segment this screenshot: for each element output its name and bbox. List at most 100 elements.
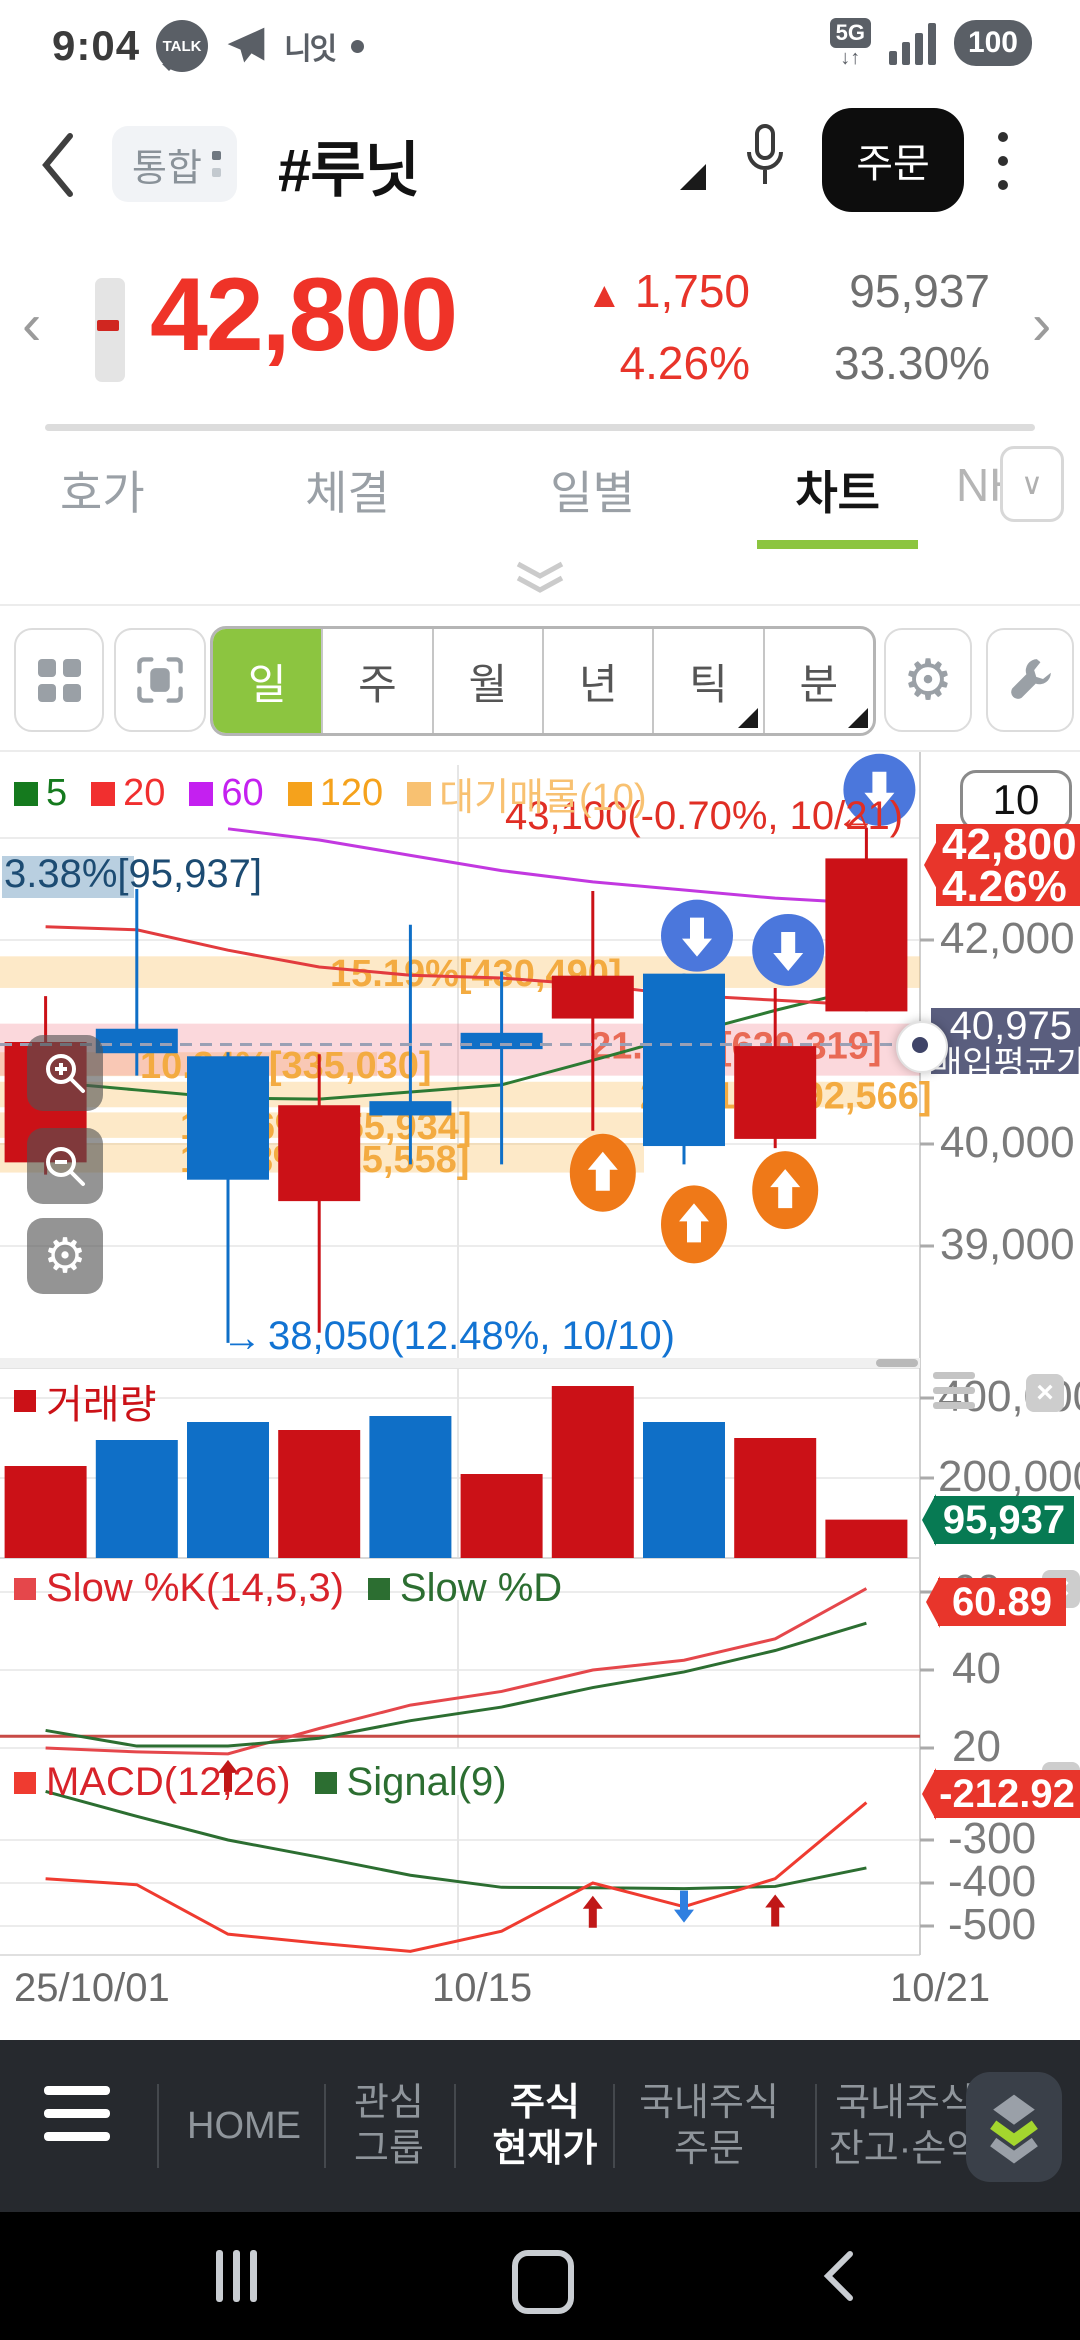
tab-호가[interactable]: 호가 — [60, 467, 145, 519]
divider — [45, 424, 1035, 431]
candle-3 — [278, 1105, 361, 1202]
legend-square-icon — [287, 781, 312, 806]
tab-체결[interactable]: 체결 — [305, 467, 390, 519]
buy-signal-icon — [569, 1133, 636, 1212]
macd-axis-label: -400 — [948, 1857, 1037, 1906]
volume-axis-label: 200,000 — [938, 1452, 1080, 1501]
price-range-indicator[interactable] — [95, 278, 125, 382]
avg-price-drag-handle[interactable] — [896, 1021, 948, 1073]
macd-signal-line — [45, 1789, 867, 1891]
network-5g-icon: 5G ↓↑ — [829, 18, 871, 68]
next-stock-button[interactable]: › — [1032, 292, 1052, 357]
nav-item-국내주식주문[interactable]: 국내주식 주문 — [639, 2082, 779, 2170]
divider — [613, 2084, 615, 2168]
nav-item-주식현재가[interactable]: 주식 현재가 — [492, 2082, 598, 2170]
layers-floating-button[interactable] — [966, 2072, 1062, 2182]
chart-options-button[interactable]: ⚙ — [27, 1218, 103, 1294]
menu-hamburger-button[interactable] — [44, 2086, 110, 2141]
more-menu-button[interactable] — [998, 132, 1008, 190]
close-icon[interactable]: × — [1042, 1762, 1080, 1800]
collapse-panel-button[interactable] — [512, 560, 568, 596]
broker-dropdown-button[interactable]: ∨ — [1000, 446, 1064, 522]
signal-strength-icon — [888, 21, 936, 65]
fullscreen-icon — [137, 657, 183, 703]
home-button[interactable] — [512, 2250, 574, 2314]
candle-2 — [187, 1056, 269, 1180]
close-icon[interactable]: × — [1042, 1570, 1080, 1608]
kakaotalk-notification-icon: TALK — [156, 20, 209, 72]
supply-window-input[interactable]: 10 — [960, 770, 1072, 830]
turnover-rate: 33.30% — [833, 337, 990, 389]
divider — [454, 2084, 456, 2168]
chart-tools-button[interactable] — [986, 628, 1074, 732]
category-menu-dots-icon — [211, 151, 221, 177]
volume-bar-7 — [643, 1422, 725, 1558]
volume-bar-0 — [4, 1466, 87, 1558]
svg-text:20.91%[592,566]: 20.91%[592,566] — [640, 1076, 932, 1118]
x-axis-label: 25/10/01 — [14, 1966, 170, 2010]
annotation-low-price: 38,050(12.48%, 10/10) — [268, 1314, 675, 1358]
legend-square-icon — [14, 1390, 36, 1412]
order-button[interactable]: 주문 — [822, 108, 964, 212]
clock: 9:04 — [52, 22, 141, 69]
zoom-in-button[interactable] — [27, 1035, 103, 1111]
period-틱[interactable]: 틱 — [652, 629, 762, 733]
divider — [815, 2084, 817, 2168]
recents-button[interactable] — [216, 2250, 257, 2302]
period-년[interactable]: 년 — [541, 629, 652, 733]
annotation-open-gap: 3.38%[95,937] — [4, 852, 262, 896]
price-change-percent: 4.26% — [619, 337, 750, 389]
legend-square-icon — [14, 1577, 36, 1600]
price-summary: ‹ 42,800 ▲ 1,750 4.26% 95,937 33.30% › — [0, 250, 1080, 410]
volume-bar-2 — [187, 1422, 269, 1558]
nav-item-국내주식잔고·손익[interactable]: 국내주식 잔고·손익 — [828, 2082, 982, 2170]
volume-bar-4 — [369, 1416, 452, 1558]
scrollbar-thumb[interactable] — [876, 1359, 918, 1367]
ma-line-MA60 — [227, 827, 867, 905]
legend-square-icon — [189, 781, 214, 806]
notification-dot-icon — [351, 39, 365, 53]
chart-layout-button[interactable] — [14, 628, 104, 732]
volume-bar-5 — [460, 1474, 543, 1558]
stoch-axis-label: 20 — [952, 1722, 1001, 1771]
volume-panel-menu-icon[interactable] — [933, 1372, 975, 1409]
svg-text:21.95%[620,319]: 21.95%[620,319] — [590, 1026, 882, 1068]
divider — [0, 604, 1080, 606]
back-button[interactable] — [36, 128, 80, 202]
layers-icon — [990, 2094, 1038, 2164]
chart-settings-button[interactable]: ⚙ — [884, 628, 972, 732]
nav-item-HOME[interactable]: HOME — [187, 2105, 301, 2147]
volume-bar-9 — [825, 1519, 908, 1558]
tab-일별[interactable]: 일별 — [550, 467, 635, 519]
voice-search-button[interactable] — [742, 120, 788, 204]
svg-text:15.19%[430,490]: 15.19%[430,490] — [330, 953, 622, 995]
legend-item-대기매물(10): 대기매물(10) — [407, 766, 647, 821]
x-axis-label: 10/15 — [432, 1966, 533, 2010]
tab-bar: 호가 체결 일별 차트 — [60, 450, 918, 549]
tab-차트[interactable]: 차트 — [757, 457, 918, 549]
candle-5 — [460, 1032, 543, 1050]
fullscreen-button[interactable] — [114, 628, 206, 732]
period-분[interactable]: 분 — [762, 629, 873, 733]
sell-signal-icon — [843, 753, 916, 826]
candle-9 — [825, 858, 908, 1012]
stoch-d-line — [45, 1621, 867, 1748]
nav-item-관심그룹[interactable]: 관심 그룹 — [354, 2082, 424, 2170]
category-selector[interactable]: 통합 — [112, 126, 237, 202]
legend-item-60: 60 — [189, 772, 264, 815]
prev-stock-button[interactable]: ‹ — [22, 292, 42, 357]
period-주[interactable]: 주 — [321, 629, 431, 733]
legend-square-icon — [14, 1771, 36, 1794]
stochastic-panel-label: Slow %K(14,5,3) Slow %D — [14, 1566, 562, 1611]
zoom-out-button[interactable] — [27, 1128, 103, 1204]
android-back-button[interactable] — [818, 2248, 858, 2304]
period-월[interactable]: 월 — [431, 629, 542, 733]
gear-icon: ⚙ — [902, 647, 954, 713]
telegram-notification-icon — [227, 27, 265, 63]
period-일[interactable]: 일 — [213, 629, 322, 733]
chart-scrollbar[interactable] — [0, 1358, 920, 1368]
ma-legend: 5 20 60 120 대기매물(10) — [14, 766, 647, 821]
close-icon[interactable]: × — [1026, 1374, 1064, 1412]
volume-bar-6 — [551, 1386, 634, 1558]
volume-panel-label: 거래량 — [14, 1372, 156, 1430]
